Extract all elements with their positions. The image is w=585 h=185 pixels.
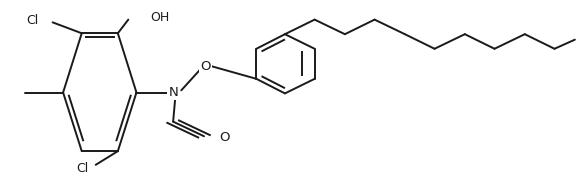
Text: O: O: [200, 60, 211, 73]
Text: O: O: [219, 131, 230, 144]
Text: Cl: Cl: [77, 162, 89, 175]
Text: Cl: Cl: [26, 14, 38, 27]
Text: OH: OH: [150, 11, 170, 24]
Text: N: N: [168, 86, 178, 99]
